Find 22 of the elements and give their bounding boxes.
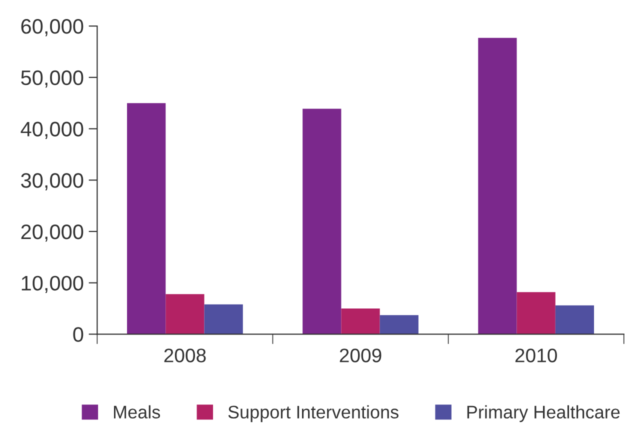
y-tick-label: 40,000 (20, 122, 84, 139)
bar (478, 38, 517, 334)
legend-label: Support Interventions (228, 405, 398, 422)
bar (127, 103, 166, 334)
y-tick-label: 60,000 (21, 19, 84, 36)
bar (516, 292, 556, 334)
x-tick-label: 2009 (340, 348, 382, 362)
y-tick-label: 10,000 (22, 276, 84, 294)
bar (166, 294, 204, 334)
bar (204, 304, 243, 334)
bar (380, 315, 418, 334)
bar (341, 308, 380, 334)
legend-label: Primary Healthcare (467, 405, 620, 422)
bar (302, 108, 342, 334)
y-tick-label: 30,000 (21, 173, 84, 190)
x-tick-label: 2010 (515, 348, 557, 362)
legend-label: Meals (114, 405, 160, 419)
x-tick-label: 2008 (164, 348, 206, 362)
bar (555, 305, 594, 334)
y-tick-label: 20,000 (21, 224, 84, 242)
y-tick-label: 0 (73, 327, 84, 342)
y-tick-label: 50,000 (21, 70, 84, 88)
